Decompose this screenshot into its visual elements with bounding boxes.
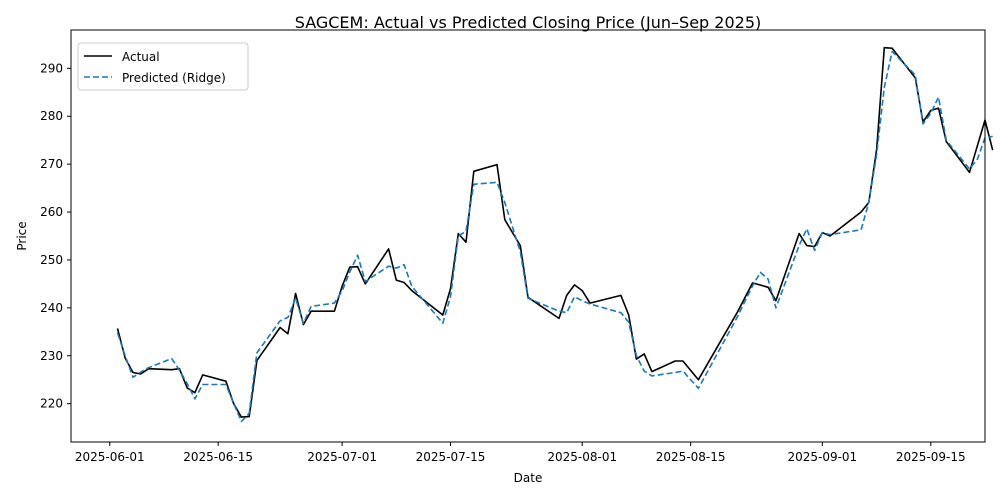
y-tick-label: 240 — [40, 301, 63, 315]
series-line-predicted — [116, 50, 993, 423]
legend-label-actual: Actual — [122, 50, 160, 64]
legend-box — [77, 42, 249, 91]
x-tick-label: 2025-06-15 — [183, 450, 253, 464]
series-line-actual — [116, 46, 994, 418]
x-tick-label: 2025-06-01 — [75, 450, 145, 464]
plot-frame — [70, 29, 986, 443]
y-tick-label: 230 — [40, 349, 63, 363]
x-tick-label: 2025-09-01 — [787, 450, 857, 464]
x-axis: 2025-06-01 2025-06-15 2025-07-01 2025-07-15… — [75, 442, 966, 464]
x-tick-label: 2025-08-15 — [656, 450, 726, 464]
x-tick-label: 2025-07-15 — [416, 450, 486, 464]
x-axis-label: Date — [514, 471, 543, 485]
y-tick-label: 290 — [40, 61, 63, 75]
y-axis: 220 230 240 250 260 270 280 290 — [40, 61, 71, 411]
y-tick-label: 280 — [40, 109, 63, 123]
y-tick-label: 220 — [40, 397, 63, 411]
y-axis-label: Price — [15, 221, 29, 250]
legend: Actual Predicted (Ridge) — [77, 42, 249, 91]
y-tick-label: 250 — [40, 253, 63, 267]
legend-label-predicted: Predicted (Ridge) — [122, 71, 226, 85]
y-tick-label: 270 — [40, 157, 63, 171]
series-layer — [116, 46, 994, 423]
y-tick-label: 260 — [40, 205, 63, 219]
chart-title: SAGCEM: Actual vs Predicted Closing Pric… — [295, 13, 762, 32]
x-tick-label: 2025-09-15 — [896, 450, 966, 464]
x-tick-label: 2025-07-01 — [307, 450, 377, 464]
x-tick-label: 2025-08-01 — [547, 450, 617, 464]
